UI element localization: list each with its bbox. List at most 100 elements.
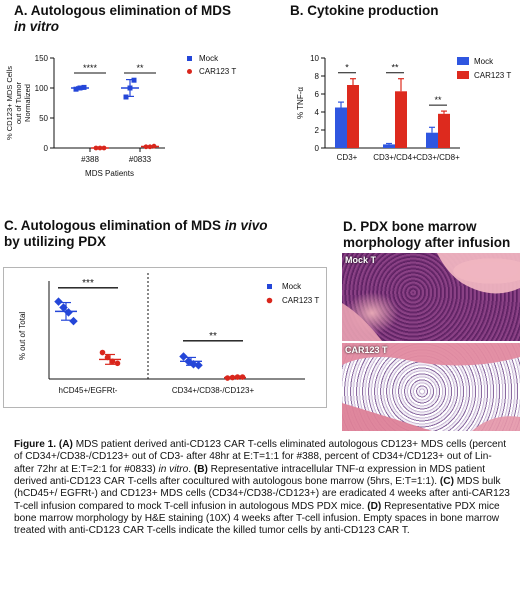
c-x-tick-label: hCD45+/EGFRt- (59, 386, 118, 395)
a-point-car (101, 145, 107, 151)
b-y-tick-label: 6 (315, 90, 320, 99)
mock-bone-trabecula (342, 253, 520, 341)
c-point-mock (69, 316, 78, 326)
histology-label-mock: Mock T (345, 255, 377, 265)
panel-c-chart: % out of Total hCD45+/EGFRt- *** CD34+/CD38… (18, 273, 319, 395)
a-x-tick-label: #388 (81, 155, 99, 164)
panel-c-title-plain: C. Autologous elimination of MDS (4, 218, 225, 233)
a-legend-label: CAR123 T (199, 67, 236, 76)
caption-a-text: MDS patient derived anti-CD123 CAR T-cel… (14, 439, 507, 475)
a-x-label: MDS Patients (85, 169, 134, 178)
a-y-tick-label: 0 (44, 144, 49, 153)
histology-image-car123: CAR123 T (342, 343, 520, 431)
histology-label-car123: CAR123 T (345, 345, 388, 355)
b-legend-label: Mock (474, 57, 494, 66)
car123-bone-trabecula (342, 343, 520, 431)
c-point-car (229, 374, 236, 381)
c-point-car (104, 354, 111, 361)
b-y-tick-label: 0 (315, 144, 320, 153)
panel-d-title-line1: D. PDX bone marrow (343, 219, 477, 234)
b-y-tick-label: 2 (315, 126, 320, 135)
b-bar-mock (383, 144, 395, 148)
panel-d-title-line2: morphology after infusion (343, 235, 511, 250)
b-y-label: % TNF-α (296, 87, 305, 119)
c-point-car (224, 375, 231, 381)
c-point-car (239, 374, 246, 380)
panel-a-chart: 0 50 100 150 % CD123+ MDS Cells out of Tumor N… (5, 54, 236, 178)
c-legend-marker-car (266, 297, 273, 304)
b-x-tick-label: CD3+/CD8+ (416, 153, 460, 162)
a-y-tick-label: 100 (35, 84, 49, 93)
b-y-tick-label: 8 (315, 72, 320, 81)
a-point-car (93, 145, 99, 151)
a-point-mock (131, 77, 137, 83)
a-y-tick-label: 150 (35, 54, 49, 63)
c-y-label: % out of Total (18, 312, 27, 361)
caption-c-text: MDS bulk (hCD45+/ EGFRt-) and CD123+ MDS… (14, 476, 510, 512)
b-y-tick-label: 4 (315, 108, 320, 117)
a-point-mock (81, 84, 87, 90)
panel-b-title: B. Cytokine production (290, 3, 439, 18)
b-legend-swatch-car (457, 71, 469, 79)
b-bar-car (395, 91, 407, 148)
b-legend-swatch-mock (457, 57, 469, 65)
a-point-mock (127, 85, 133, 91)
a-legend-label: Mock (199, 54, 219, 63)
a-point-mock (123, 94, 129, 100)
panel-c-title: C. Autologous elimination of MDS in vivo… (4, 218, 268, 250)
a-point-mock (73, 86, 79, 92)
b-bar-mock (335, 107, 347, 148)
a-legend-marker-mock (187, 56, 192, 61)
caption-a-italic: in vitro (158, 463, 189, 475)
b-bar-car (438, 113, 450, 148)
b-bar-mock (426, 132, 438, 148)
panel-c-title-italic: in vivo (224, 218, 268, 233)
c-sig-stars: *** (82, 278, 94, 289)
caption-a-tag: (A) (58, 439, 73, 450)
panel-b-chart: 0 2 4 6 8 10 % TNF-α * CD3+ ** CD3+/CD4+ ** CD3+/CD8… (296, 54, 511, 162)
a-point-car (151, 143, 157, 149)
b-x-tick-label: CD3+ (337, 153, 358, 162)
b-sig-stars: ** (391, 63, 399, 73)
caption-c-tag: (C) (439, 476, 454, 488)
c-legend-marker-mock (267, 284, 272, 289)
panel-d-title: D. PDX bone marrow morphology after infu… (343, 219, 510, 251)
c-sig-stars: ** (209, 331, 217, 342)
caption-d-tag: (D) (367, 500, 382, 512)
panel-c-title-line2: by utilizing PDX (4, 234, 107, 249)
c-point-car (99, 349, 106, 356)
a-point-car (147, 144, 153, 150)
caption-d-text: Representative PDX mice bone marrow morp… (14, 500, 500, 537)
caption-b-tag: (B) (193, 463, 208, 475)
a-y-tick-label: 50 (39, 114, 48, 123)
a-x-tick-label: #0833 (129, 155, 152, 164)
b-bar-car (347, 85, 359, 148)
a-legend-marker-car (187, 69, 192, 74)
figure-caption: Figure 1. (A) MDS patient derived anti-C… (14, 439, 514, 538)
a-y-label-line: out of Tumor (14, 81, 23, 124)
c-point-car (114, 360, 121, 367)
caption-fig: Figure 1. (14, 439, 59, 450)
a-point-car (143, 144, 149, 150)
a-y-label-line: Normalized (23, 84, 32, 122)
a-y-label-line: % CD123+ MDS Cells (5, 66, 14, 140)
b-sig-stars: ** (434, 95, 442, 105)
panel-a-title: A. Autologous elimination of MDS in vitr… (14, 3, 231, 35)
a-sig-stars: **** (83, 63, 98, 73)
b-sig-stars: * (345, 63, 349, 73)
a-point-mock (77, 85, 83, 91)
panel-a-title-line2: in vitro (14, 19, 60, 34)
panel-c-frame (3, 267, 327, 408)
c-point-car (109, 358, 116, 365)
c-legend-label: CAR123 T (282, 296, 319, 305)
c-point-mock (54, 297, 63, 306)
caption-b-text: Representative intracellular TNF-α expre… (14, 463, 486, 488)
b-x-tick-label: CD3+/CD4+ (373, 153, 417, 162)
c-legend-label: Mock (282, 282, 302, 291)
histology-panel: Mock T CAR123 T (342, 253, 520, 431)
histology-image-mock: Mock T (342, 253, 520, 341)
a-sig-stars: ** (136, 63, 144, 73)
b-legend-label: CAR123 T (474, 71, 511, 80)
panel-a-title-line1: A. Autologous elimination of MDS (14, 3, 231, 18)
a-point-car (97, 145, 103, 151)
